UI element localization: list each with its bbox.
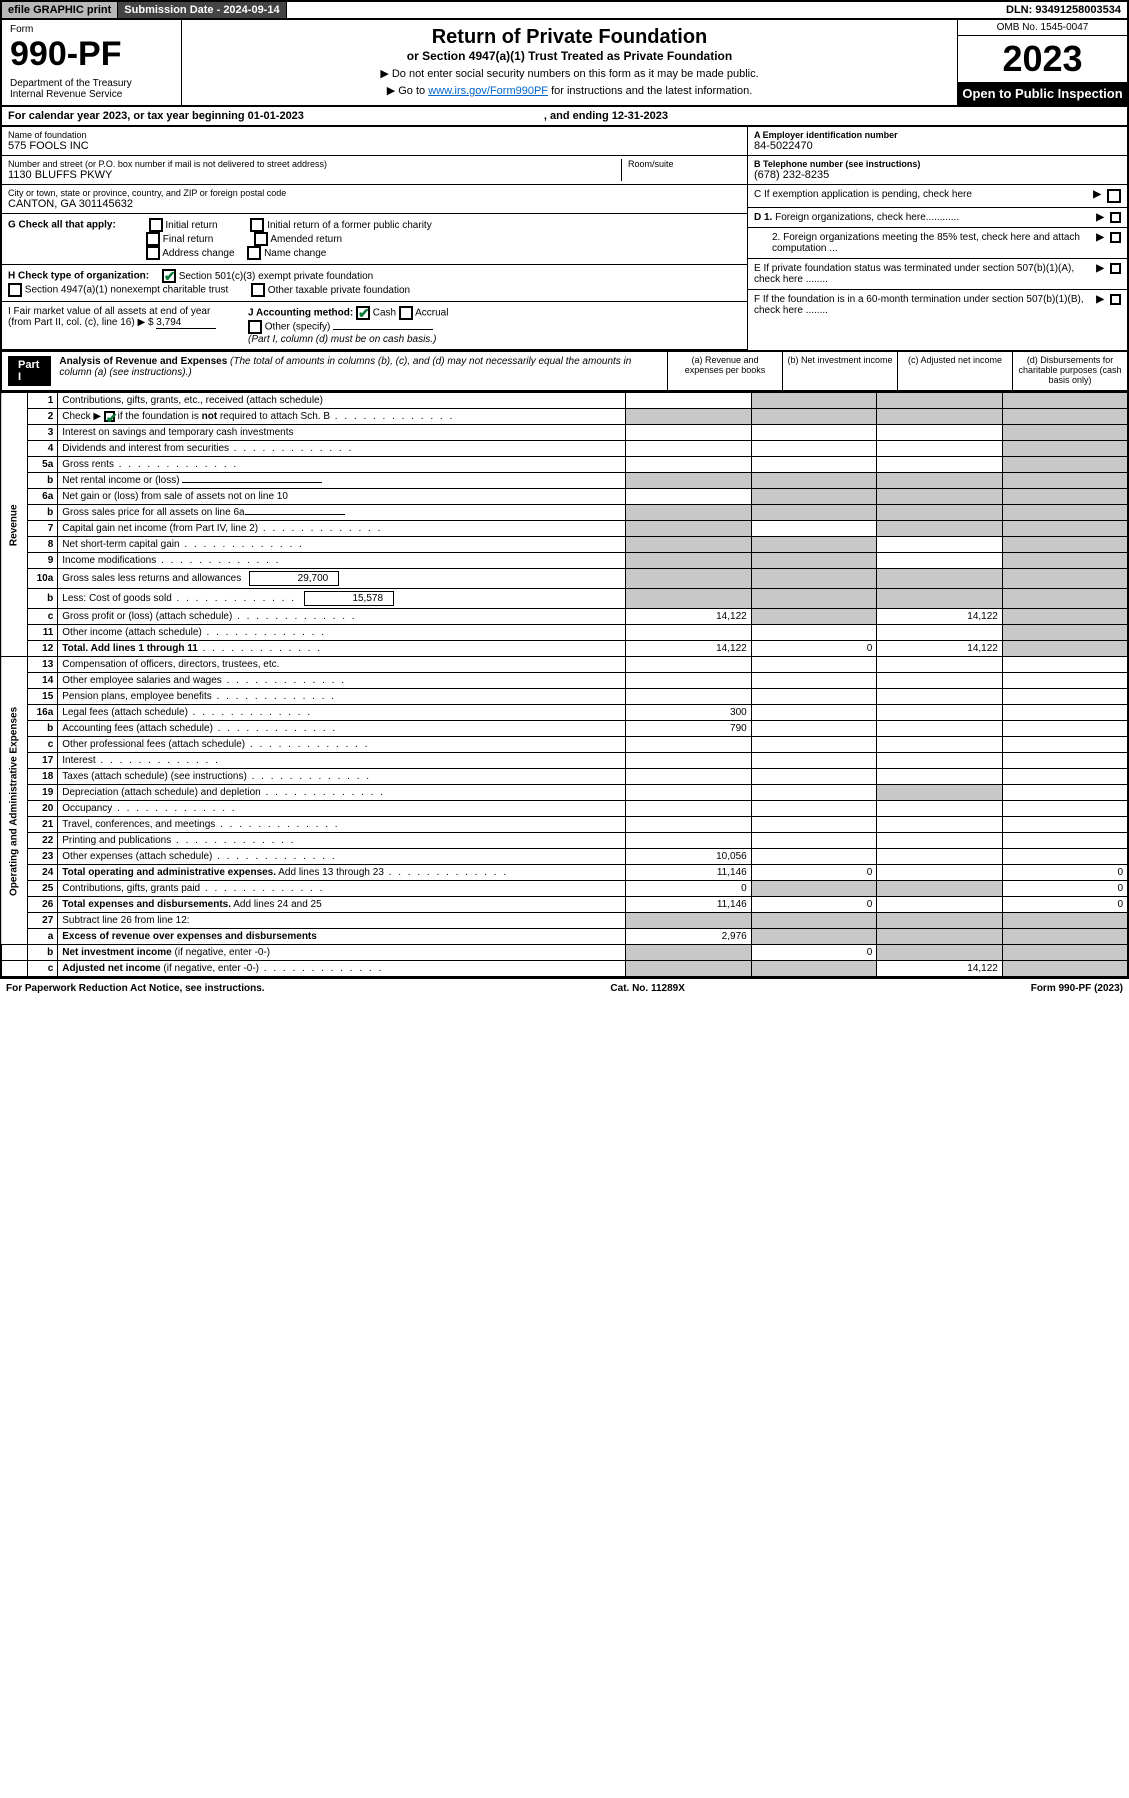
- col-b: (b) Net investment income: [782, 352, 897, 390]
- cb-f[interactable]: [1110, 294, 1121, 305]
- cb-c[interactable]: [1107, 189, 1121, 203]
- part1-badge: Part I: [8, 356, 51, 386]
- cb-name-change[interactable]: [247, 246, 261, 260]
- address-row: Number and street (or P.O. box number if…: [2, 156, 747, 185]
- cb-d1[interactable]: [1110, 212, 1121, 223]
- col-c: (c) Adjusted net income: [897, 352, 1012, 390]
- cb-initial[interactable]: [149, 218, 163, 232]
- item-e: E If private foundation status was termi…: [748, 259, 1127, 290]
- info-right: A Employer identification number 84-5022…: [747, 127, 1127, 350]
- cal-end: , and ending 12-31-2023: [544, 110, 668, 122]
- cb-initial-former[interactable]: [250, 218, 264, 232]
- top-bar: efile GRAPHIC print Submission Date - 20…: [0, 0, 1129, 20]
- foundation-name: Name of foundation 575 FOOLS INC: [2, 127, 747, 156]
- header-center: Return of Private Foundation or Section …: [182, 20, 957, 105]
- tax-year: 2023: [958, 36, 1127, 82]
- col-d: (d) Disbursements for charitable purpose…: [1012, 352, 1127, 390]
- val-10a: 29,700: [249, 571, 339, 586]
- cb-501c3[interactable]: [162, 269, 176, 283]
- note-ssn: ▶ Do not enter social security numbers o…: [192, 67, 947, 80]
- irs-link[interactable]: www.irs.gov/Form990PF: [428, 85, 548, 97]
- calendar-year-row: For calendar year 2023, or tax year begi…: [0, 107, 1129, 127]
- cb-other-method[interactable]: [248, 320, 262, 334]
- section-g: G Check all that apply: Initial return I…: [2, 214, 747, 265]
- submission-date: Submission Date - 2024-09-14: [118, 2, 286, 18]
- header-left: Form 990-PF Department of the TreasuryIn…: [2, 20, 182, 105]
- val-10b: 15,578: [304, 591, 394, 606]
- section-i: I Fair market value of all assets at end…: [2, 302, 747, 350]
- expenses-label: Operating and Administrative Expenses: [1, 657, 27, 945]
- footer-mid: Cat. No. 11289X: [610, 983, 684, 994]
- info-left: Name of foundation 575 FOOLS INC Number …: [2, 127, 747, 350]
- ein-row: A Employer identification number 84-5022…: [748, 127, 1127, 156]
- col-a: (a) Revenue and expenses per books: [667, 352, 782, 390]
- note-link: ▶ Go to www.irs.gov/Form990PF for instru…: [192, 84, 947, 97]
- item-d1: D 1. Foreign organizations, check here..…: [748, 208, 1127, 228]
- department: Department of the TreasuryInternal Reven…: [10, 78, 173, 100]
- fmv-value: 3,794: [156, 317, 216, 329]
- omb-number: OMB No. 1545-0047: [958, 20, 1127, 36]
- revenue-label: Revenue: [1, 393, 27, 657]
- page-footer: For Paperwork Reduction Act Notice, see …: [0, 978, 1129, 998]
- cb-d2[interactable]: [1110, 232, 1121, 243]
- form-header: Form 990-PF Department of the TreasuryIn…: [0, 20, 1129, 107]
- form-number: 990-PF: [10, 35, 173, 74]
- cb-final[interactable]: [146, 232, 160, 246]
- footer-left: For Paperwork Reduction Act Notice, see …: [6, 983, 265, 994]
- city-row: City or town, state or province, country…: [2, 185, 747, 214]
- cb-4947[interactable]: [8, 283, 22, 297]
- item-f: F If the foundation is in a 60-month ter…: [748, 290, 1127, 320]
- cb-schb[interactable]: [104, 411, 115, 422]
- form-subtitle: or Section 4947(a)(1) Trust Treated as P…: [192, 49, 947, 63]
- form-word: Form: [10, 24, 173, 35]
- cal-begin: For calendar year 2023, or tax year begi…: [8, 110, 304, 122]
- section-h: H Check type of organization: Section 50…: [2, 265, 747, 302]
- item-c: C If exemption application is pending, c…: [748, 185, 1127, 208]
- cb-e[interactable]: [1110, 263, 1121, 274]
- efile-label[interactable]: efile GRAPHIC print: [2, 2, 118, 18]
- tel-row: B Telephone number (see instructions) (6…: [748, 156, 1127, 185]
- cb-cash[interactable]: [356, 306, 370, 320]
- cb-accrual[interactable]: [399, 306, 413, 320]
- info-block: Name of foundation 575 FOOLS INC Number …: [0, 127, 1129, 350]
- footer-right: Form 990-PF (2023): [1031, 983, 1123, 994]
- cb-other-tax[interactable]: [251, 283, 265, 297]
- item-d2: 2. Foreign organizations meeting the 85%…: [748, 228, 1127, 259]
- open-inspection: Open to Public Inspection: [958, 82, 1127, 105]
- header-right: OMB No. 1545-0047 2023 Open to Public In…: [957, 20, 1127, 105]
- cb-amended[interactable]: [254, 232, 268, 246]
- part1-table: Revenue 1Contributions, gifts, grants, e…: [0, 392, 1129, 978]
- part1-header: Part I Analysis of Revenue and Expenses …: [0, 350, 1129, 392]
- cb-addr-change[interactable]: [146, 246, 160, 260]
- dln: DLN: 93491258003534: [1000, 2, 1127, 18]
- form-title: Return of Private Foundation: [192, 26, 947, 49]
